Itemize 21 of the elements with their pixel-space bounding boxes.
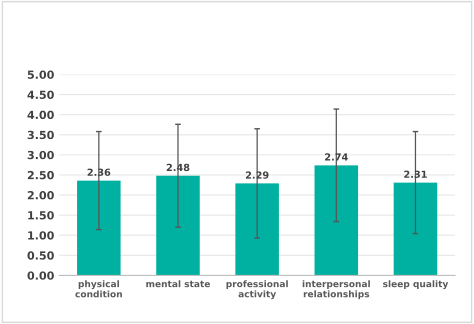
y-tick-label: 1.00 [28,231,54,240]
x-tick-label: interpersonal relationships [302,280,370,300]
y-tick-label: 4.50 [27,90,54,99]
bar [314,165,358,276]
bar [235,183,279,276]
x-tick-label: professional activity [226,280,288,300]
y-tick-label: 1.50 [28,211,54,220]
bar [77,180,121,276]
y-tick-label: 4.00 [27,110,54,120]
x-tick-label: physical condition [75,280,122,298]
y-tick-label: 0.00 [28,271,54,280]
y-tick-label: 3.50 [28,130,54,140]
bar [156,176,200,276]
x-tick-label: mental state [146,280,210,288]
y-tick-label: 3.00 [28,150,54,160]
y-tick-label: 5.00 [28,70,54,79]
y-tick-label: 2.50 [28,170,54,180]
y-tick-label: 0.50 [28,251,54,260]
y-tick-label: 2.00 [28,191,54,200]
bar [394,182,438,276]
x-tick-label: sleep quality [383,280,448,290]
